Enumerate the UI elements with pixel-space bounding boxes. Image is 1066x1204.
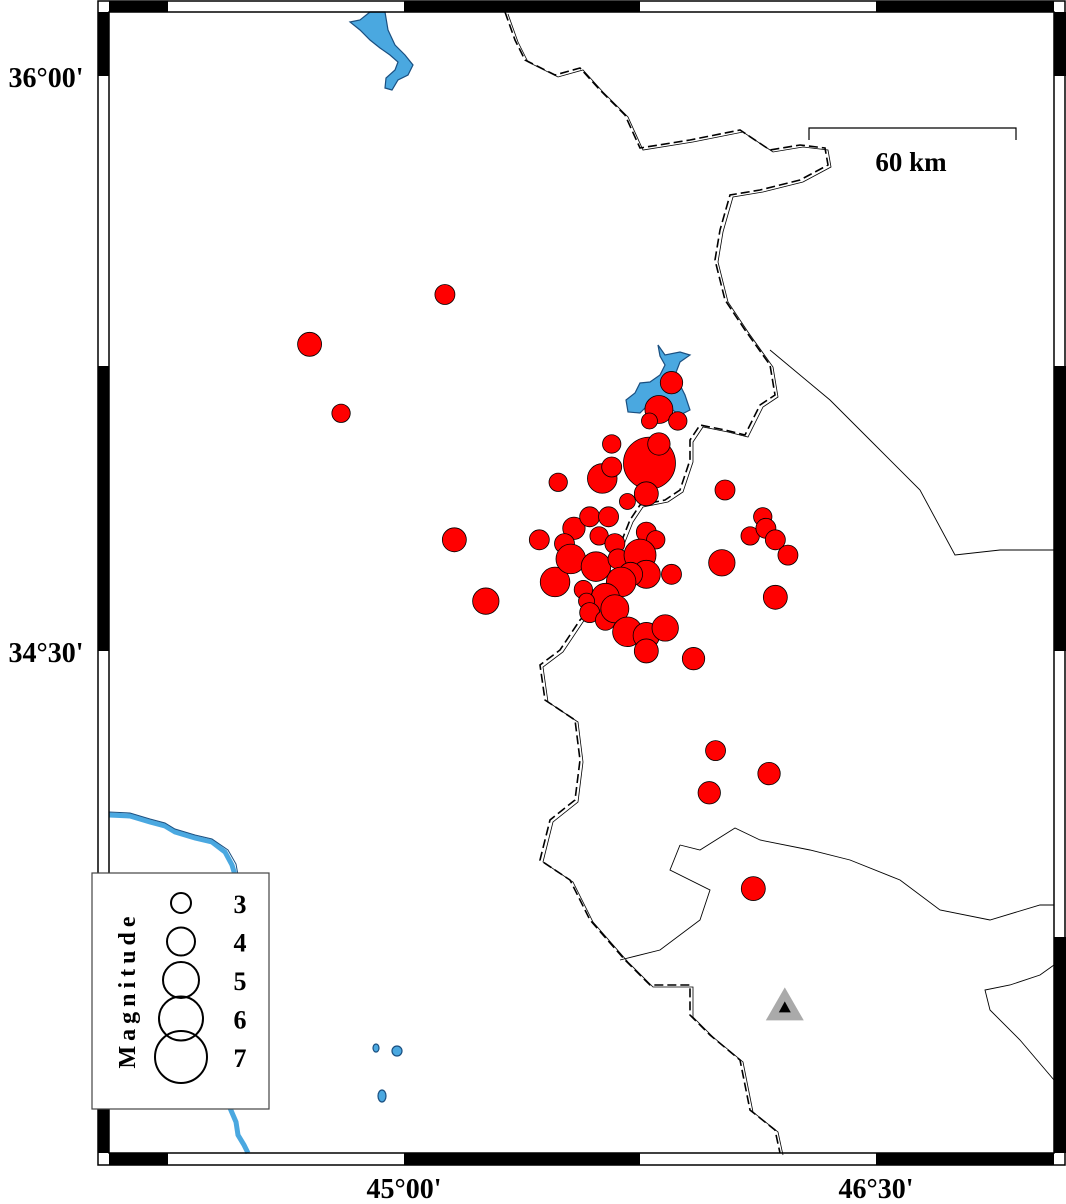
province-border [679, 827, 1054, 921]
legend-circle [166, 926, 196, 957]
earthquake-marker [434, 284, 456, 305]
earthquake-marker [708, 549, 736, 577]
earthquake-marker [580, 551, 612, 582]
earthquake-events [297, 284, 799, 901]
river-west [108, 812, 238, 876]
province-border [769, 349, 1054, 556]
scale-bar-label: 60 km [875, 147, 947, 177]
station-marker [765, 987, 804, 1021]
earthquake-marker [548, 472, 568, 492]
border-line [507, 13, 832, 1156]
earthquake-marker [757, 762, 781, 786]
earthquake-marker [705, 740, 726, 762]
lat-label-36: 36°00' [9, 63, 84, 94]
earthquake-marker [528, 529, 550, 551]
earthquake-marker [651, 614, 679, 642]
earthquake-marker [633, 481, 659, 507]
legend-label: 5 [234, 967, 247, 996]
legend-label: 7 [234, 1044, 247, 1073]
scale-bar-line [808, 127, 1017, 140]
water-features [108, 11, 692, 1155]
earthquake-marker [602, 434, 622, 454]
islet [377, 1089, 387, 1103]
earthquake-marker [441, 527, 467, 553]
borders [504, 11, 1055, 1156]
earthquake-marker [600, 594, 630, 624]
earthquake-marker [762, 584, 788, 610]
province-border [984, 964, 1055, 1081]
legend-label: 3 [234, 890, 247, 919]
earthquake-marker [598, 506, 619, 528]
legend-circle [158, 995, 204, 1042]
earthquake-marker [297, 331, 322, 357]
magnitude-legend: Magnitude 3 4 5 6 7 [91, 872, 270, 1110]
islet [391, 1045, 403, 1057]
earthquake-marker [697, 781, 721, 805]
earthquake-marker [539, 566, 571, 598]
earthquake-marker [777, 544, 799, 566]
legend-circle [170, 892, 192, 914]
earthquake-marker [633, 638, 659, 664]
earthquake-marker [472, 587, 500, 615]
triangle-icon-inner [778, 1001, 791, 1013]
earthquake-marker [764, 529, 786, 551]
river-west-outline [108, 811, 239, 876]
earthquake-marker [681, 647, 706, 671]
river-south [227, 1107, 251, 1155]
earthquake-marker [331, 403, 351, 423]
legend-circle [162, 961, 200, 999]
earthquake-marker [647, 432, 671, 456]
earthquake-marker [740, 876, 766, 901]
province-border [619, 844, 711, 961]
lake-north [348, 11, 414, 91]
earthquake-marker [619, 493, 636, 510]
earthquake-marker [641, 412, 658, 430]
lon-label-46-30: 46°30' [839, 1174, 914, 1204]
earthquake-marker [601, 456, 623, 478]
earthquake-marker [579, 506, 601, 528]
islet [372, 1043, 380, 1053]
earthquake-marker [659, 371, 684, 395]
scale-bar: 60 km [808, 127, 1017, 177]
legend-circle [154, 1030, 208, 1084]
lon-label-45: 45°00' [367, 1174, 442, 1204]
earthquake-marker [714, 479, 736, 501]
lat-label-34-30: 34°30' [9, 638, 84, 669]
legend-label: 6 [234, 1006, 247, 1035]
earthquake-marker [661, 563, 682, 585]
legend-title: Magnitude [115, 911, 141, 1068]
earthquake-marker [668, 411, 688, 431]
legend-label: 4 [234, 929, 247, 958]
